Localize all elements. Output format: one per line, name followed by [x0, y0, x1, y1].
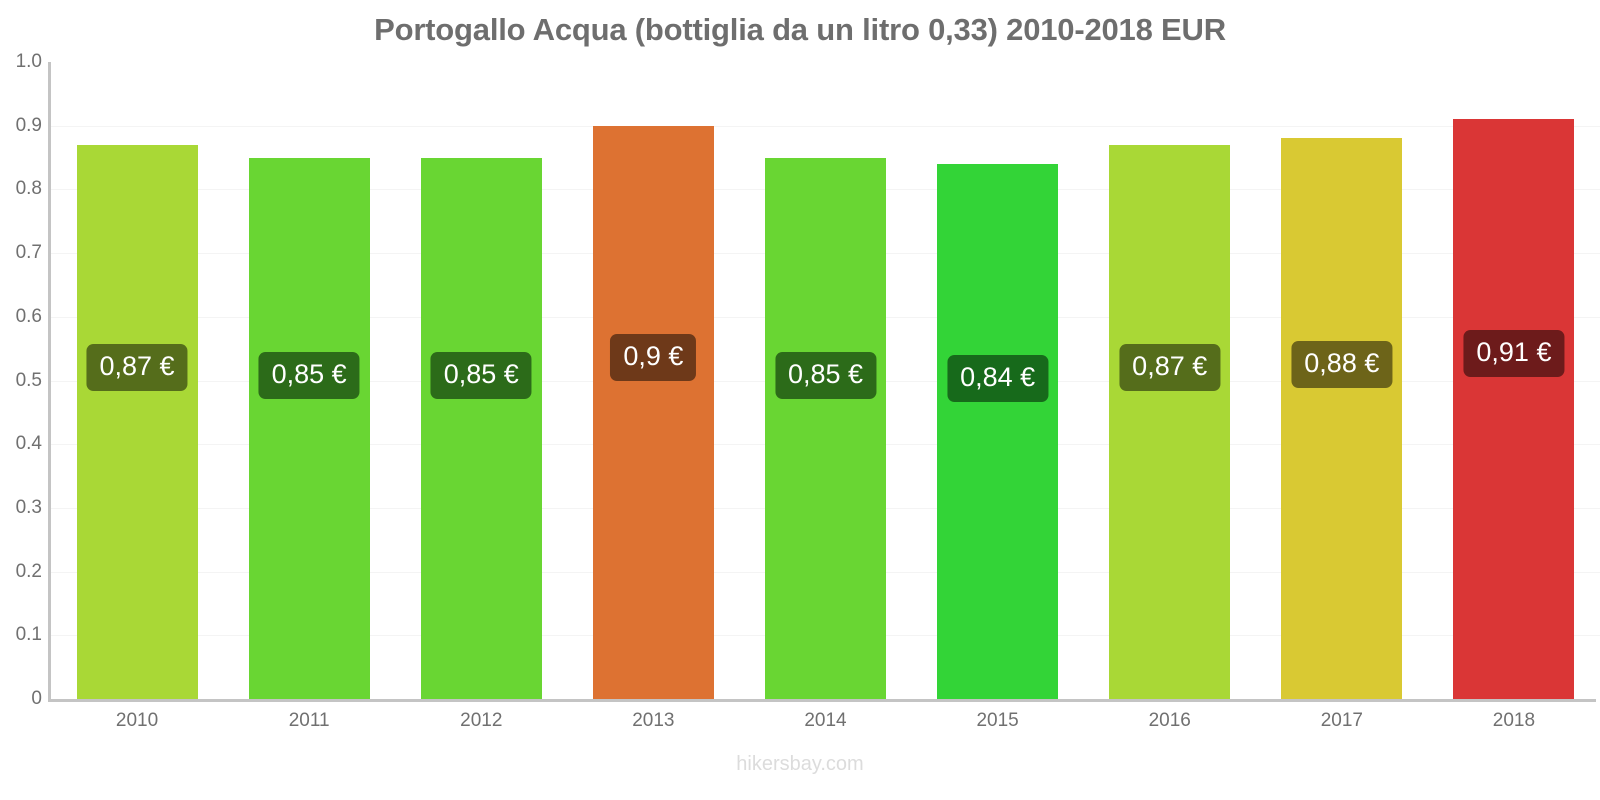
- y-axis-tick-label: 0.7: [15, 242, 42, 264]
- bar-group[interactable]: 0,84 €: [937, 62, 1059, 699]
- bar[interactable]: [937, 163, 1059, 699]
- x-axis-tick-label: 2016: [1148, 710, 1191, 731]
- y-axis-tick-label: 0.9: [15, 114, 42, 136]
- bar-group[interactable]: 0,9 €: [592, 62, 714, 699]
- y-axis-tick-label: 0.5: [15, 369, 42, 391]
- bar[interactable]: [248, 157, 370, 699]
- bar-value-label: 0,91 €: [1463, 330, 1565, 378]
- gridline: [51, 125, 1600, 127]
- y-axis-tick-label: 0: [31, 688, 42, 709]
- bar-group[interactable]: 0,85 €: [248, 62, 370, 699]
- bar[interactable]: [1453, 119, 1575, 699]
- x-axis: 2010 2011 2012 2013 2014 2015 2016 2017 2018: [51, 710, 1600, 740]
- bar-group[interactable]: 0,88 €: [1281, 62, 1403, 699]
- bar[interactable]: [1281, 138, 1403, 699]
- bar[interactable]: [1109, 144, 1231, 699]
- bar-group[interactable]: 0,87 €: [76, 62, 198, 699]
- bar-value-label: 0,84 €: [947, 355, 1049, 403]
- x-axis-tick-label: 2010: [115, 710, 159, 731]
- bar-value-label: 0,9 €: [610, 333, 697, 381]
- y-axis-line: [48, 62, 51, 702]
- x-axis-tick-label: 2017: [1320, 710, 1363, 731]
- bar-group[interactable]: 0,85 €: [420, 62, 542, 699]
- bar[interactable]: [76, 144, 198, 699]
- x-axis-tick-label: 2015: [976, 710, 1019, 731]
- y-axis-tick-label: 0.1: [15, 624, 42, 646]
- y-axis: 1.0 0.9 0.8 0.7 0.6 0.5 0.4 0.3 0.2 0.1 0: [0, 51, 48, 709]
- watermark: hikersbay.com: [736, 753, 864, 775]
- bar-group[interactable]: 0,91 €: [1453, 62, 1575, 699]
- y-axis-tick-label: 0.4: [15, 433, 42, 455]
- bar-value-label: 0,87 €: [1119, 344, 1221, 392]
- x-axis-tick-label: 2014: [804, 710, 847, 731]
- bar-value-label: 0,85 €: [258, 351, 360, 399]
- y-axis-tick-label: 0.6: [15, 305, 42, 327]
- page-title: Portogallo Acqua (bottiglia da un litro …: [374, 12, 1226, 47]
- bar-value-label: 0,87 €: [86, 344, 188, 392]
- y-axis-tick-label: 0.3: [15, 496, 42, 518]
- bar[interactable]: [420, 157, 542, 699]
- bar-series: 0,87 € 0,85 € 0,85 € 0,9 € 0,85 € 0,84 € 0,87 …: [51, 62, 1600, 699]
- bar-value-label: 0,88 €: [1291, 340, 1393, 388]
- x-axis-tick-label: 2013: [632, 710, 675, 731]
- y-axis-tick-label: 0.8: [15, 178, 42, 200]
- x-axis-tick-label: 2011: [288, 710, 330, 731]
- y-axis-tick-label: 0.2: [15, 560, 42, 582]
- bar-group[interactable]: 0,87 €: [1109, 62, 1231, 699]
- x-axis-tick-label: 2018: [1492, 710, 1536, 731]
- bar[interactable]: [765, 157, 886, 699]
- bar-value-label: 0,85 €: [774, 351, 877, 399]
- bar-group[interactable]: 0,85 €: [765, 62, 886, 699]
- x-axis-tick-label: 2012: [460, 710, 503, 731]
- plot-area: 1.0 0.9 0.8 0.7 0.6 0.5 0.4 0.3 0.2 0.1 0 0,87 €0,…: [0, 51, 1600, 709]
- bar-value-label: 0,85 €: [430, 351, 532, 399]
- x-axis-line: [48, 699, 1596, 702]
- bar[interactable]: [592, 125, 714, 699]
- y-axis-tick-label: 1.0: [15, 51, 42, 72]
